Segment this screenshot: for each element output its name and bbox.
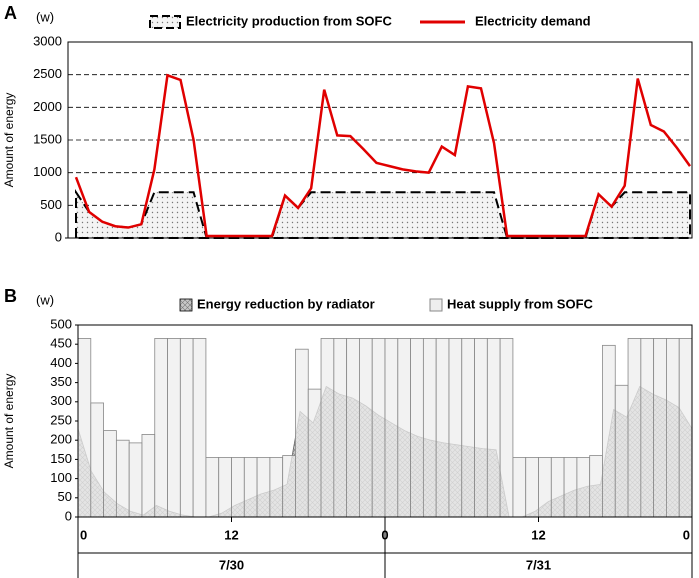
y-tick-label: 500 bbox=[50, 316, 72, 331]
bar bbox=[256, 457, 271, 518]
panel-b: B (w) Amount of energy 0 50 100 150 200 250 300 35… bbox=[2, 286, 693, 578]
bar bbox=[282, 455, 296, 518]
bar bbox=[512, 457, 527, 518]
bar bbox=[179, 338, 194, 518]
legend-swatch bbox=[429, 298, 443, 312]
y-tick-label: 450 bbox=[50, 336, 72, 351]
y-tick-label: 150 bbox=[50, 451, 72, 466]
legend-swatch bbox=[179, 298, 193, 312]
date-label: 7/31 bbox=[526, 557, 551, 572]
x-tick-label: 0 bbox=[683, 527, 690, 542]
bar bbox=[384, 338, 399, 518]
y-tick-label: 1000 bbox=[33, 164, 62, 179]
bar bbox=[231, 457, 245, 518]
bar bbox=[115, 439, 130, 518]
legend-label: Electricity production from SOFC bbox=[186, 13, 392, 28]
y-tick-label: 3000 bbox=[33, 33, 62, 48]
y-unit: (w) bbox=[36, 292, 54, 307]
y-tick-label: 350 bbox=[50, 374, 72, 389]
bar bbox=[435, 338, 450, 518]
bar bbox=[550, 457, 565, 518]
bar bbox=[576, 457, 591, 518]
bar bbox=[205, 457, 220, 518]
y-tick-label: 2000 bbox=[33, 99, 62, 114]
y-axis-label: Amount of energy bbox=[2, 374, 16, 469]
bar bbox=[128, 442, 143, 518]
y-unit: (w) bbox=[36, 9, 54, 24]
bar bbox=[563, 457, 578, 518]
legend-label: Heat supply from SOFC bbox=[447, 296, 594, 311]
bar bbox=[295, 348, 309, 518]
bar bbox=[269, 457, 284, 518]
bar bbox=[602, 344, 616, 518]
bar bbox=[346, 338, 360, 518]
area bbox=[75, 188, 691, 239]
y-axis-label: Amount of energy bbox=[2, 93, 16, 188]
bar bbox=[218, 457, 232, 518]
bar bbox=[461, 338, 475, 518]
y-tick-label: 0 bbox=[65, 508, 72, 523]
y-tick-label: 0 bbox=[55, 229, 62, 244]
bar bbox=[525, 457, 539, 518]
y-tick-label: 1500 bbox=[33, 131, 62, 146]
bar bbox=[666, 338, 680, 518]
y-tick-label: 2500 bbox=[33, 66, 62, 81]
x-tick-label: 0 bbox=[80, 527, 87, 542]
bar bbox=[77, 338, 92, 518]
bar bbox=[141, 434, 156, 518]
bar bbox=[486, 338, 501, 518]
bar bbox=[448, 338, 463, 518]
bar bbox=[653, 338, 667, 518]
date-label: 7/30 bbox=[219, 557, 244, 572]
bar bbox=[499, 338, 514, 518]
bar bbox=[474, 338, 488, 518]
y-tick-label: 300 bbox=[50, 393, 72, 408]
bar bbox=[589, 455, 603, 518]
bar bbox=[320, 338, 335, 518]
bar bbox=[333, 338, 348, 518]
y-tick-label: 200 bbox=[50, 432, 72, 447]
plot-frame bbox=[67, 41, 693, 239]
y-tick-label: 500 bbox=[40, 197, 62, 212]
bar bbox=[640, 338, 655, 518]
x-tick-label: 12 bbox=[224, 527, 238, 542]
bar bbox=[359, 338, 373, 518]
y-tick-label: 100 bbox=[50, 470, 72, 485]
bar bbox=[614, 384, 629, 518]
bar bbox=[371, 338, 386, 518]
bar bbox=[538, 457, 552, 518]
demand-line bbox=[74, 73, 692, 238]
bar bbox=[243, 457, 258, 518]
y-tick-label: 250 bbox=[50, 412, 72, 427]
bar bbox=[154, 338, 168, 518]
x-tick-label: 12 bbox=[531, 527, 545, 542]
legend-label: Energy reduction by radiator bbox=[197, 296, 375, 311]
bar bbox=[103, 430, 117, 518]
legend-swatch bbox=[149, 15, 181, 29]
y-tick-label: 400 bbox=[50, 355, 72, 370]
bar bbox=[167, 338, 181, 518]
panel-label: A bbox=[4, 3, 17, 23]
panel-a: A (w) Amount of energy 0 500 1000 1500 2000 2500… bbox=[2, 3, 693, 244]
bar bbox=[410, 338, 424, 518]
bar bbox=[307, 388, 322, 518]
bar bbox=[678, 338, 693, 518]
legend-label: Electricity demand bbox=[475, 13, 591, 28]
y-tick-label: 50 bbox=[58, 489, 72, 504]
bar bbox=[397, 338, 411, 518]
bar bbox=[627, 338, 642, 518]
bar bbox=[422, 338, 437, 518]
panel-label: B bbox=[4, 286, 17, 306]
bar bbox=[90, 402, 104, 518]
bar bbox=[192, 338, 207, 518]
